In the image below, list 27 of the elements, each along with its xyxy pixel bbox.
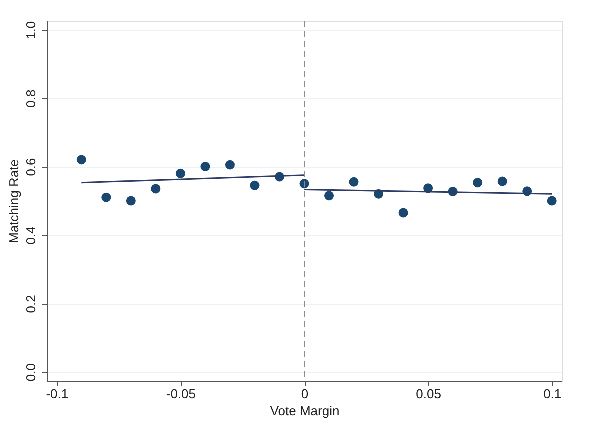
y-tick-label: 0.6 xyxy=(24,158,38,176)
point xyxy=(102,192,112,202)
x-tick-label: -0.1 xyxy=(46,386,69,402)
point xyxy=(200,162,210,172)
point xyxy=(151,184,161,194)
point xyxy=(126,196,136,206)
x-tick-label: -0.05 xyxy=(166,386,196,402)
x-tick-label: 0.1 xyxy=(544,386,562,402)
point xyxy=(76,155,86,165)
x-tick-label: 0 xyxy=(301,386,309,402)
point xyxy=(324,191,334,201)
point xyxy=(176,168,186,178)
point xyxy=(398,208,408,218)
y-tick-label: 0.0 xyxy=(24,364,38,382)
point xyxy=(547,196,557,206)
point xyxy=(225,160,235,170)
y-tick-label: 0.4 xyxy=(24,226,38,245)
y-tick-label: 1.0 xyxy=(24,21,38,40)
x-axis-title: Vote Margin xyxy=(270,404,340,418)
point xyxy=(473,178,483,188)
point xyxy=(250,180,260,190)
y-tick-label: 0.8 xyxy=(24,90,38,108)
point xyxy=(349,177,359,187)
y-axis-title: Matching Rate xyxy=(6,160,22,244)
point xyxy=(498,176,508,186)
y-tick-label: 0.2 xyxy=(24,295,38,314)
x-tick-label: 0.05 xyxy=(416,386,442,402)
